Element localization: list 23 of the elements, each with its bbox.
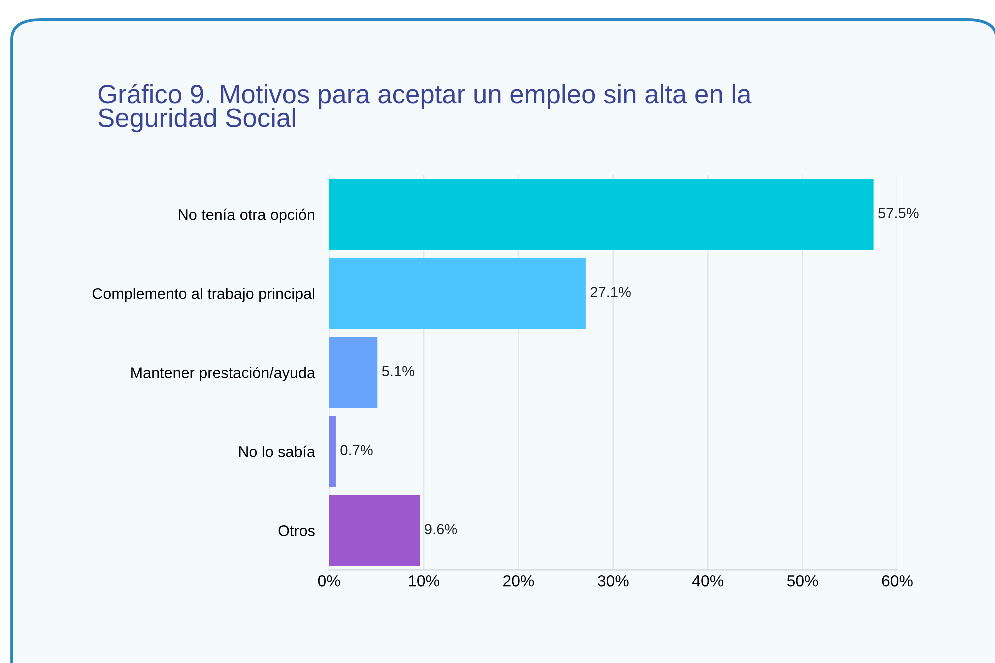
bar <box>329 178 874 250</box>
bar <box>329 416 336 488</box>
x-tick-label: 60% <box>882 575 913 587</box>
x-tick-label: 30% <box>598 575 629 587</box>
x-tick-label: 50% <box>787 575 818 587</box>
x-tick-label: 10% <box>409 575 440 587</box>
bar <box>329 258 586 330</box>
bar <box>329 337 378 408</box>
bar <box>329 495 420 566</box>
data-label: 57.5% <box>878 208 919 218</box>
data-label: 5.1% <box>382 366 415 377</box>
data-label: 9.6% <box>425 524 458 535</box>
y-tick-label: Complemento al trabajo principal <box>92 288 314 302</box>
x-tick-label: 0% <box>318 575 340 587</box>
data-label: 0.7% <box>340 445 373 456</box>
chart-title: Gráfico 9. Motivos para aceptar un empleo sin alta en la Seguridad Social <box>98 84 752 133</box>
x-tick-label: 20% <box>504 575 534 587</box>
y-tick-label: Mantener prestación/ayuda <box>132 366 316 382</box>
x-tick-label: 40% <box>692 575 724 587</box>
data-label: 27.1% <box>590 287 631 298</box>
y-tick-label: Otros <box>278 526 315 536</box>
y-tick-label: No lo sabía <box>239 446 316 458</box>
y-tick-label: No tenía otra opción <box>179 208 314 224</box>
